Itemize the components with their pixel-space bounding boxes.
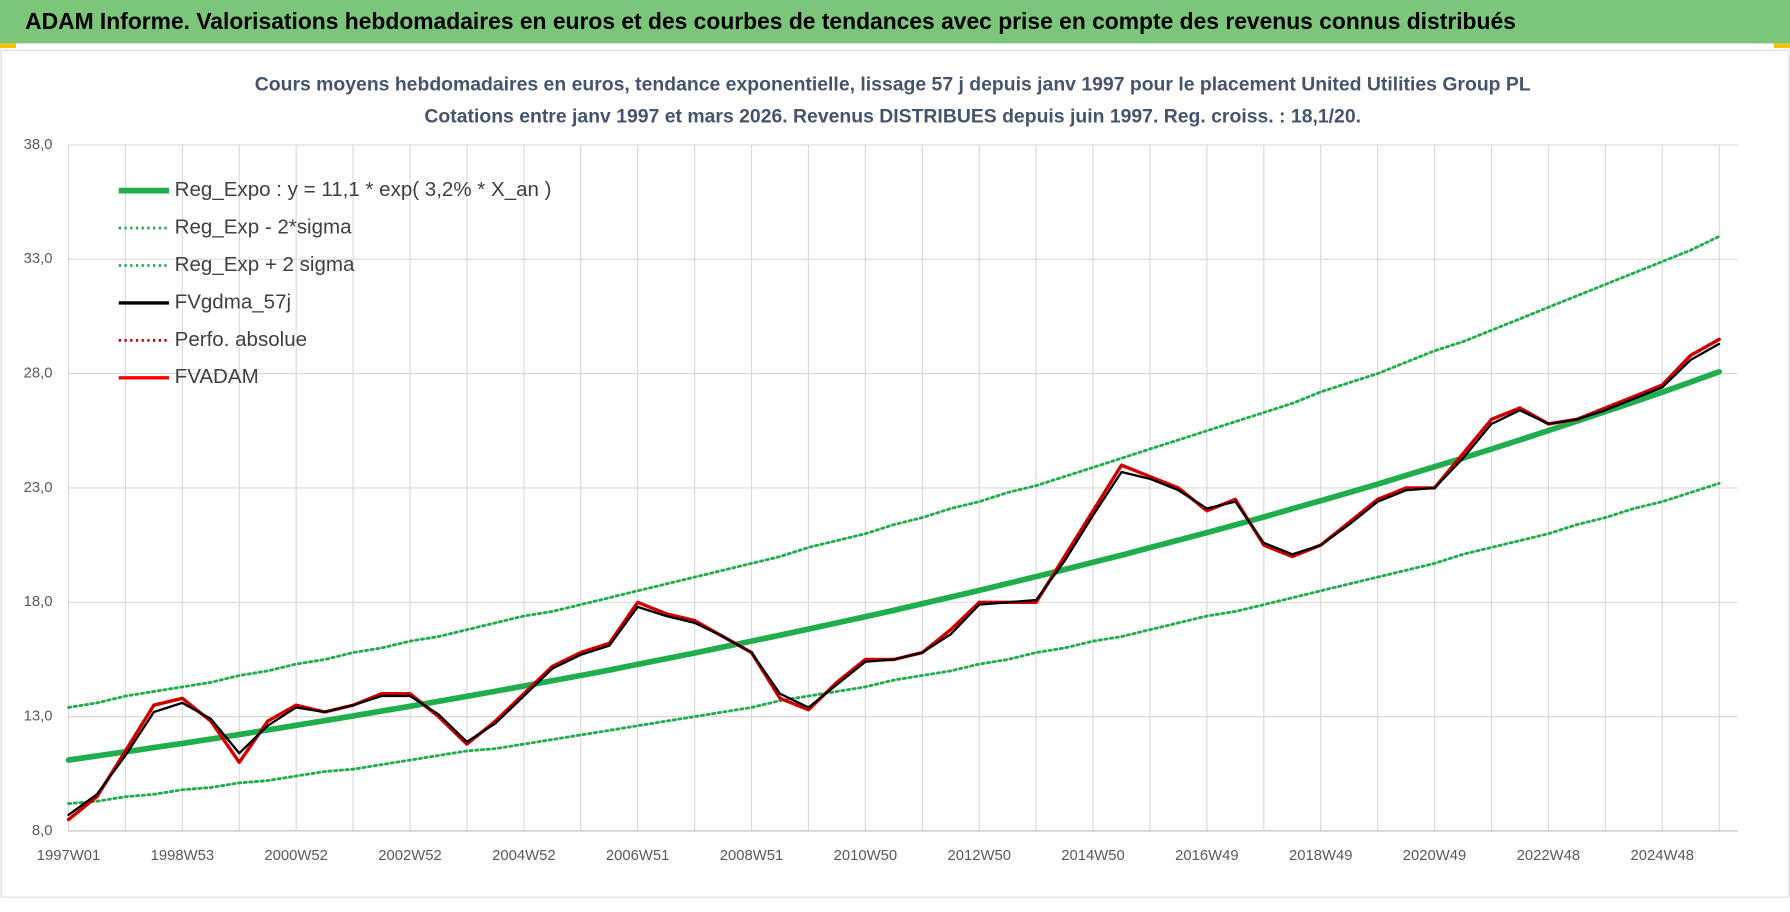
- chart-frame: [0, 49, 1790, 898]
- series-line: [67, 234, 1721, 709]
- chart-subtitle: Cotations entre janv 1997 et mars 2026. …: [424, 106, 1361, 128]
- x-tick-label: 2012W50: [947, 848, 1010, 864]
- x-tick-label: 2002W52: [378, 848, 441, 864]
- legend-label: Perfo. absolue: [175, 328, 307, 351]
- x-tick-label: 2022W48: [1517, 848, 1580, 864]
- x-tick-label: 2018W49: [1289, 848, 1352, 864]
- x-tick-label: 2008W51: [720, 848, 783, 864]
- y-tick-label: 13,0: [24, 709, 53, 725]
- x-tick-label: 2010W50: [834, 848, 897, 864]
- legend-label: Reg_Exp + 2 sigma: [175, 253, 355, 276]
- series-line: [67, 481, 1721, 805]
- legend-label: FVgdma_57j: [175, 290, 291, 313]
- x-tick-label: 2014W50: [1061, 848, 1124, 864]
- y-tick-label: 28,0: [24, 366, 53, 382]
- y-tick-label: 33,0: [24, 251, 53, 267]
- legend-label: FVADAM: [175, 365, 259, 388]
- series-line: [65, 368, 1722, 763]
- x-tick-label: 2016W49: [1175, 848, 1238, 864]
- corner: [0, 43, 16, 48]
- x-tick-label: 1998W53: [151, 848, 214, 864]
- series-line: [67, 342, 1721, 817]
- header-bar: [0, 0, 1790, 44]
- legend-label: Reg_Exp - 2*sigma: [175, 215, 352, 238]
- corner: [1774, 43, 1790, 48]
- x-tick-label: 2004W52: [492, 848, 555, 864]
- x-tick-label: 2020W49: [1403, 848, 1466, 864]
- y-tick-label: 23,0: [24, 480, 53, 496]
- x-tick-label: 2024W48: [1630, 848, 1693, 864]
- y-tick-label: 8,0: [32, 823, 53, 839]
- chart-title: Cours moyens hebdomadaires en euros, ten…: [255, 74, 1531, 96]
- legend-label: Reg_Expo : y = 11,1 * exp( 3,2% * X_an ): [175, 178, 552, 201]
- x-tick-label: 1997W01: [37, 848, 100, 864]
- y-tick-label: 18,0: [24, 594, 53, 610]
- x-tick-label: 2000W52: [264, 848, 327, 864]
- x-tick-label: 2006W51: [606, 848, 669, 864]
- y-tick-label: 38,0: [24, 137, 53, 153]
- header-title: ADAM Informe. Valorisations hebdomadaire…: [25, 8, 1516, 34]
